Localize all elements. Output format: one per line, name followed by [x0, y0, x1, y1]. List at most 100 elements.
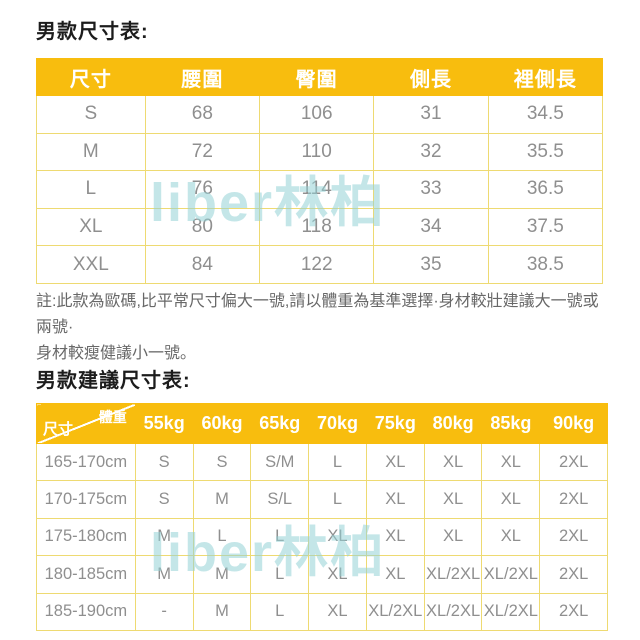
col-header-side-length: 側長	[373, 58, 489, 96]
waist-value: 68	[144, 95, 261, 134]
reco-size-cell: XL	[308, 592, 367, 631]
table-row: L 76 114 33 36.5	[36, 170, 604, 209]
reco-size-cell: S	[192, 442, 252, 482]
reco-size-cell: XL/2XL	[481, 555, 541, 594]
height-range-label: 165-170cm	[36, 442, 136, 482]
inseam-value: 34.5	[487, 95, 604, 134]
height-range-label: 185-190cm	[36, 592, 136, 631]
table-row: S 68 106 31 34.5	[36, 95, 604, 134]
reco-table-header-row: 體重 尺寸 55kg 60kg 65kg 70kg 75kg 80kg 85kg…	[36, 403, 608, 444]
inseam-value: 38.5	[487, 245, 604, 284]
reco-size-cell: XL	[365, 517, 425, 557]
table-row: XL 80 118 34 37.5	[36, 207, 604, 247]
weight-header-75kg: 75kg	[365, 403, 425, 444]
table-row: XXL 84 122 35 38.5	[36, 245, 604, 284]
hip-value: 110	[258, 132, 375, 172]
col-header-waist: 腰圍	[144, 58, 261, 96]
inseam-value: 35.5	[487, 132, 604, 172]
reco-size-cell: XL	[481, 480, 541, 519]
table-row: 175-180cm M L L XL XL XL XL 2XL	[36, 517, 608, 557]
table-row: 165-170cm S S S/M L XL XL XL 2XL	[36, 442, 608, 482]
reco-size-cell: 2XL	[539, 480, 608, 519]
reco-size-cell: XL	[423, 480, 483, 519]
weight-header-65kg: 65kg	[250, 403, 310, 444]
reco-size-cell: M	[134, 555, 194, 594]
size-table-header-row: 尺寸 腰圍 臀圍 側長 裡側長	[36, 58, 604, 96]
reco-size-cell: XL	[423, 442, 483, 482]
height-range-label: 175-180cm	[36, 517, 136, 557]
waist-value: 84	[144, 245, 261, 284]
side-length-value: 35	[373, 245, 489, 284]
reco-size-cell: XL/2XL	[365, 592, 425, 631]
inseam-value: 36.5	[487, 170, 604, 209]
reco-size-cell: XL	[308, 517, 367, 557]
reco-size-cell: S	[134, 442, 194, 482]
reco-size-cell: XL	[423, 517, 483, 557]
reco-size-cell: S/L	[250, 480, 310, 519]
hip-value: 122	[258, 245, 375, 284]
reco-size-cell: 2XL	[539, 517, 608, 557]
size-label: XL	[36, 207, 146, 247]
reco-size-cell: XL	[365, 442, 425, 482]
reco-size-cell: XL	[365, 555, 425, 594]
reco-size-cell: L	[250, 592, 310, 631]
size-label: M	[36, 132, 146, 172]
reco-size-cell: L	[250, 555, 310, 594]
corner-weight-label: 體重	[98, 409, 127, 425]
reco-size-cell: -	[134, 592, 194, 631]
col-header-inseam: 裡側長	[487, 58, 604, 96]
mens-recommended-size-table: 體重 尺寸 55kg 60kg 65kg 70kg 75kg 80kg 85kg…	[36, 403, 608, 631]
reco-size-cell: L	[250, 517, 310, 557]
reco-size-cell: L	[308, 442, 367, 482]
reco-size-cell: XL/2XL	[423, 592, 483, 631]
reco-size-cell: L	[308, 480, 367, 519]
mens-recommended-size-table-title: 男款建議尺寸表:	[36, 370, 191, 392]
mens-size-table-title: 男款尺寸表:	[36, 21, 149, 43]
side-length-value: 32	[373, 132, 489, 172]
col-header-size: 尺寸	[36, 58, 146, 96]
weight-header-80kg: 80kg	[423, 403, 483, 444]
waist-value: 72	[144, 132, 261, 172]
weight-header-90kg: 90kg	[539, 403, 608, 444]
col-header-hip: 臀圍	[258, 58, 375, 96]
height-range-label: 170-175cm	[36, 480, 136, 519]
weight-header-85kg: 85kg	[481, 403, 541, 444]
reco-size-cell: XL	[481, 517, 541, 557]
side-length-value: 33	[373, 170, 489, 209]
reco-size-cell: M	[192, 480, 252, 519]
mens-size-table: 尺寸 腰圍 臀圍 側長 裡側長 S 68 106 31 34.5 M 72 11…	[36, 58, 604, 284]
size-label: XXL	[36, 245, 146, 284]
waist-value: 76	[144, 170, 261, 209]
reco-size-cell: XL	[308, 555, 367, 594]
weight-header-55kg: 55kg	[134, 403, 194, 444]
reco-size-cell: XL	[365, 480, 425, 519]
weight-header-70kg: 70kg	[308, 403, 367, 444]
hip-value: 118	[258, 207, 375, 247]
reco-size-cell: L	[192, 517, 252, 557]
side-length-value: 31	[373, 95, 489, 134]
waist-value: 80	[144, 207, 261, 247]
height-range-label: 180-185cm	[36, 555, 136, 594]
reco-size-cell: M	[134, 517, 194, 557]
size-note: 註:此款為歐碼,比平常尺寸偏大一號,請以體重為基準選擇·身材較壯建議大一號或兩號…	[36, 289, 611, 367]
reco-size-cell: XL/2XL	[423, 555, 483, 594]
size-label: S	[36, 95, 146, 134]
table-row: 170-175cm S M S/L L XL XL XL 2XL	[36, 480, 608, 519]
size-note-line2: 身材較瘦健議小一號。	[36, 345, 197, 362]
reco-size-cell: 2XL	[539, 555, 608, 594]
reco-size-cell: M	[192, 555, 252, 594]
hip-value: 106	[258, 95, 375, 134]
size-label: L	[36, 170, 146, 209]
reco-size-cell: M	[192, 592, 252, 631]
reco-size-cell: XL/2XL	[481, 592, 541, 631]
reco-size-cell: 2XL	[539, 442, 608, 482]
table-row: 185-190cm - M L XL XL/2XL XL/2XL XL/2XL …	[36, 592, 608, 631]
table-row: 180-185cm M M L XL XL XL/2XL XL/2XL 2XL	[36, 555, 608, 594]
reco-size-cell: 2XL	[539, 592, 608, 631]
reco-size-cell: S/M	[250, 442, 310, 482]
inseam-value: 37.5	[487, 207, 604, 247]
size-note-line1: 註:此款為歐碼,比平常尺寸偏大一號,請以體重為基準選擇·身材較壯建議大一號或兩號…	[36, 293, 599, 336]
reco-size-cell: S	[134, 480, 194, 519]
hip-value: 114	[258, 170, 375, 209]
